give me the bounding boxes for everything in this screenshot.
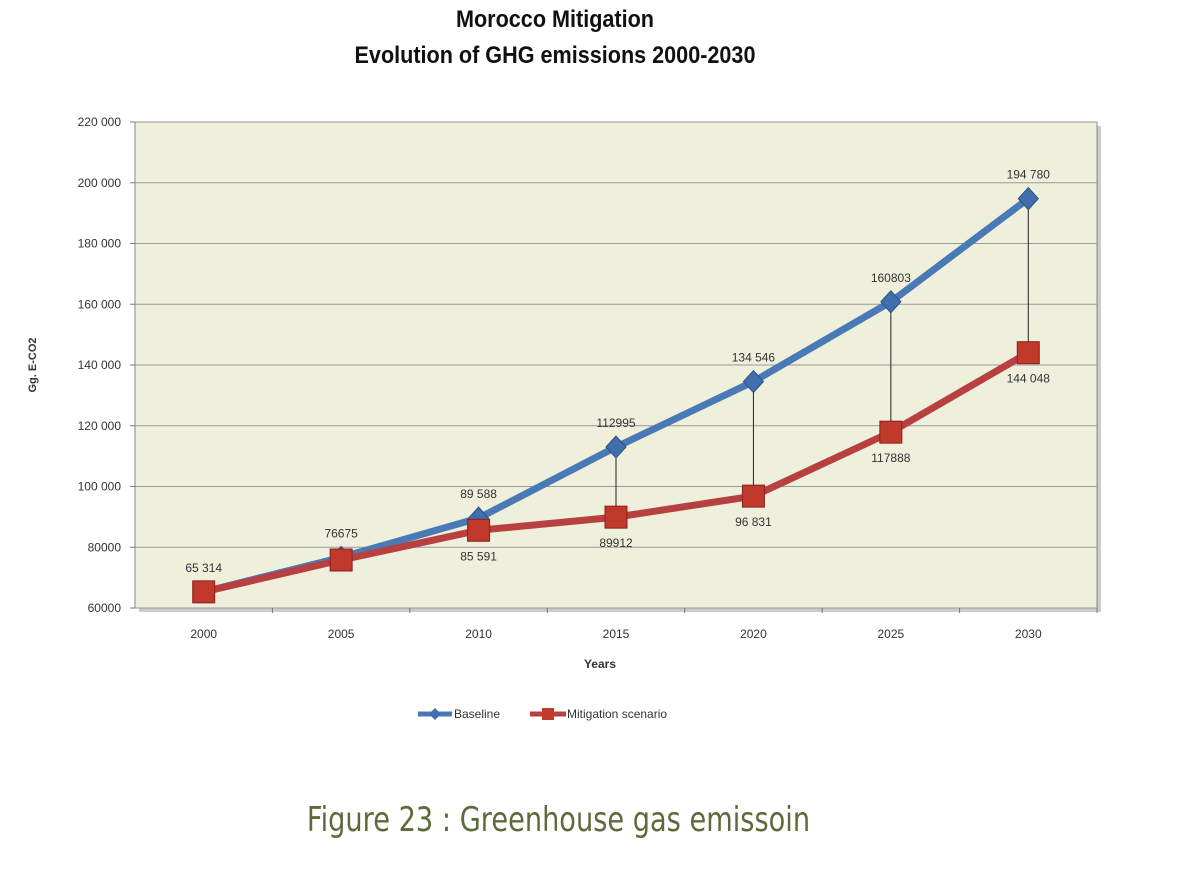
baseline-data-label: 76675 [324,526,358,540]
y-axis-label: Gg. E-CO2 [27,337,39,392]
mitigation-data-label: 117888 [871,451,910,465]
x-tick-label: 2015 [603,627,630,641]
legend-mitigation-label: Mitigation scenario [567,707,667,721]
baseline-marker [1017,186,1039,211]
x-tick-label: 2000 [190,627,217,641]
x-tick-label: 2020 [740,627,767,641]
y-tick-label: 180 000 [78,237,122,251]
x-tick-label: 2030 [1015,627,1042,641]
baseline-data-label: 112995 [596,416,635,430]
mitigation-marker [329,548,353,572]
legend-baseline-label: Baseline [454,707,500,721]
mitigation-data-label: 144 048 [1007,372,1051,386]
x-axis-label: Years [584,657,616,671]
mitigation-marker [1016,341,1040,365]
baseline-data-label: 160803 [871,271,911,285]
y-tick-label: 140 000 [78,358,122,372]
baseline-marker [742,369,765,394]
y-tick-label: 120 000 [78,419,122,433]
mitigation-marker [604,505,628,529]
mitigation-marker [467,518,491,542]
legend-mitigation-marker [542,708,554,720]
mitigation-data-label: 89912 [599,536,633,550]
x-tick-label: 2005 [328,627,355,641]
y-tick-label: 100 000 [78,480,122,494]
y-tick-label: 60000 [88,601,122,615]
mitigation-marker [879,420,903,444]
y-tick-label: 200 000 [78,176,122,190]
x-tick-label: 2025 [878,627,905,641]
mitigation-marker [741,484,765,508]
x-tick-label: 2010 [465,627,492,641]
legend-baseline-marker [429,708,441,720]
baseline-data-label: 134 546 [732,351,776,365]
baseline-data-label: 65 314 [185,561,222,575]
y-tick-label: 160 000 [78,297,122,311]
chart: 60000 80000 100 000 120 000 140 000 160 000 18… [27,115,1101,721]
y-tick-label: 80000 [88,540,122,554]
baseline-data-label: 89 588 [460,487,497,501]
baseline-marker [605,435,627,459]
chart-title: Morocco Mitigation [456,6,654,33]
chart-subtitle: Evolution of GHG emissions 2000-2030 [354,42,756,69]
mitigation-marker [192,580,216,604]
mitigation-data-label: 96 831 [735,515,772,529]
mitigation-data-label: 85 591 [460,549,497,563]
baseline-data-label: 194 780 [1007,168,1051,182]
y-tick-label: 220 000 [78,115,122,129]
baseline-marker [880,290,902,314]
figure-caption: Figure 23 : Greenhouse gas emissoin [306,800,811,840]
